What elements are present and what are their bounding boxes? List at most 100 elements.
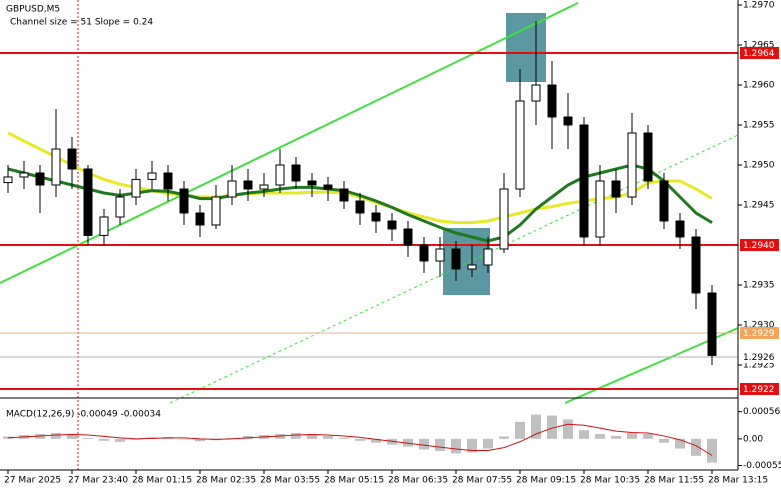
candle-body <box>579 124 589 238</box>
macd-bar <box>675 438 685 449</box>
x-tick-label: 27 Mar 2025 <box>4 476 61 486</box>
price-level-box <box>740 239 779 251</box>
candle-body <box>3 176 13 184</box>
candle-body <box>339 188 349 202</box>
macd-bar <box>339 437 349 439</box>
candle-body <box>83 168 93 236</box>
candle-body <box>243 180 253 190</box>
candle-body <box>707 292 717 356</box>
x-tick-label: 28 Mar 07:55 <box>452 476 512 486</box>
price-level-box <box>740 327 779 339</box>
macd-bar <box>179 438 189 440</box>
macd-bar <box>483 438 493 449</box>
macd-bar <box>291 433 301 439</box>
macd-bar <box>531 414 541 439</box>
candle-body <box>371 212 381 222</box>
highlight-box <box>506 13 546 82</box>
channel-line <box>0 2 579 284</box>
candle-body <box>595 180 605 238</box>
candle-body <box>35 172 45 186</box>
macd-bar <box>659 438 669 443</box>
macd-bar <box>643 434 653 439</box>
macd-bar <box>355 438 365 441</box>
candle-body <box>515 100 525 190</box>
candle-body <box>435 248 445 262</box>
y-tick-label: 1.2965 <box>743 41 775 51</box>
price-level-label: 1.2929 <box>743 329 775 339</box>
candle-body <box>307 180 317 186</box>
x-tick-label: 27 Mar 23:40 <box>68 476 128 486</box>
candle-body <box>387 220 397 230</box>
x-tick-label: 28 Mar 05:15 <box>324 476 384 486</box>
macd-bar <box>115 438 125 442</box>
x-tick-label: 28 Mar 10:35 <box>580 476 640 486</box>
macd-y-tick-label: -0.00055 <box>743 461 781 471</box>
candle-body <box>211 196 221 226</box>
macd-bar <box>579 430 589 439</box>
chart-title: GBPUSD,M5 <box>6 5 60 15</box>
macd-bar <box>707 438 717 463</box>
candle-body <box>451 248 461 270</box>
candle-body <box>643 132 653 182</box>
macd-bar <box>627 433 637 439</box>
price-level-label: 1.2964 <box>743 49 775 59</box>
candle-body <box>275 164 285 186</box>
candle-body <box>419 244 429 262</box>
candle-body <box>563 116 573 126</box>
candle-body <box>19 172 29 178</box>
y-tick-label: 1.2925 <box>743 361 775 371</box>
y-tick-label: 1.2960 <box>743 81 775 91</box>
y-tick-label: 1.2945 <box>743 201 775 211</box>
candle-body <box>131 178 141 198</box>
candle-body <box>627 132 637 198</box>
candle-body <box>483 248 493 266</box>
highlight-box <box>443 228 490 295</box>
macd-bar <box>691 438 701 456</box>
candle-body <box>675 220 685 238</box>
price-level-box <box>740 383 779 395</box>
macd-bar <box>595 434 605 439</box>
candle-body <box>115 196 125 218</box>
macd-bar <box>67 434 77 439</box>
x-tick-label: 28 Mar 02:35 <box>196 476 256 486</box>
macd-bar <box>451 438 461 454</box>
macd-bar <box>83 437 93 439</box>
candle-body <box>179 188 189 214</box>
macd-bar <box>435 438 445 451</box>
macd-bar <box>611 435 621 439</box>
y-tick-label: 1.2970 <box>743 1 775 11</box>
candle-body <box>51 148 61 186</box>
macd-bar <box>547 415 557 439</box>
candle-body <box>547 84 557 118</box>
macd-bar <box>467 438 477 453</box>
candle-body <box>691 236 701 294</box>
y-tick-label: 1.2935 <box>743 281 775 291</box>
price-level-label: 1.2926 <box>743 353 775 363</box>
macd-y-tick-label: 0.00056 <box>743 407 780 417</box>
candle-body <box>147 172 157 180</box>
price-level-box <box>740 47 779 59</box>
price-level-label: 1.2940 <box>743 241 775 251</box>
macd-bar <box>99 438 109 441</box>
chart-subtitle: Channel size = 51 Slope = 0.24 <box>10 18 153 28</box>
x-tick-label: 28 Mar 06:35 <box>388 476 448 486</box>
price-level-label: 1.2922 <box>743 385 775 395</box>
candle-body <box>323 184 333 190</box>
candle-body <box>611 180 621 198</box>
candle-body <box>659 180 669 222</box>
macd-bar <box>419 438 429 450</box>
y-tick-label: 1.2930 <box>743 321 775 331</box>
macd-y-tick-label: 0.00 <box>743 434 763 444</box>
candle-body <box>67 148 77 170</box>
macd-label: MACD(12,26,9) -0.00049 -0.00034 <box>6 410 161 420</box>
candle-body <box>499 188 509 250</box>
macd-bar <box>307 434 317 439</box>
candle-body <box>227 180 237 198</box>
macd-signal <box>7 423 713 456</box>
macd-bar <box>515 421 525 439</box>
macd-bar <box>51 433 61 439</box>
x-tick-label: 28 Mar 09:15 <box>516 476 576 486</box>
macd-bar <box>371 438 381 443</box>
y-tick-label: 1.2950 <box>743 161 775 171</box>
